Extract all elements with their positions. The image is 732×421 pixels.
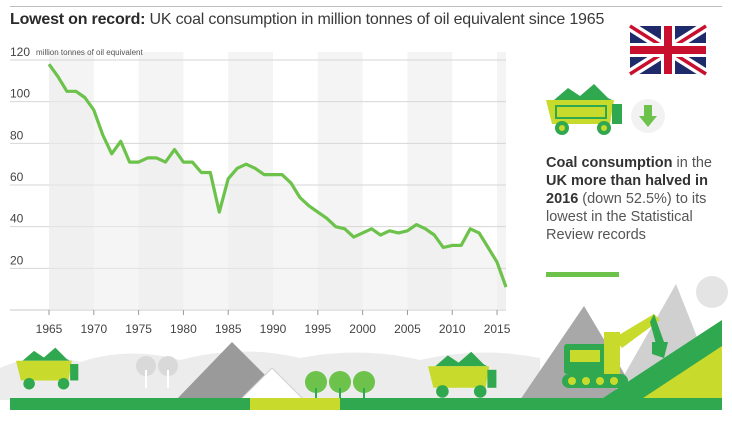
x-tick-label: 1980 [170,322,197,336]
x-tick-label: 2010 [439,322,466,336]
consumption-area [49,64,506,310]
x-tick-label: 1965 [36,322,63,336]
down-arrow-icon [631,99,665,133]
x-tick-label: 1985 [215,322,242,336]
chart-title-bold: Lowest on record: [10,11,146,28]
x-tick-label: 2005 [394,322,421,336]
y-tick-label: 20 [10,253,24,267]
x-tick-label: 1990 [260,322,287,336]
x-axis-ticks: 1965 1970 1975 1980 1985 1990 1995 2000 2005 2010… [36,310,511,336]
callout-underline [546,272,619,277]
chart-title: Lowest on record: UK coal consumption in… [10,11,604,29]
callout-text: Coal consumption in the UK more than hal… [546,154,721,244]
consumption-line [47,63,508,288]
dump-truck-icon [16,347,79,390]
y-axis-unit-label: million tonnes of oil equivalent [36,48,143,57]
dump-truck-icon [428,351,497,398]
callout-part-3: UK more than halved in 2016 [546,173,708,207]
dump-truck-icon [546,84,622,135]
x-tick-label: 2000 [349,322,376,336]
y-tick-label: 120 [10,45,30,59]
callout-part-2: in the [672,155,712,171]
excavator-icon [562,314,668,388]
y-tick-label: 40 [10,212,24,226]
header-rule [10,6,722,7]
data-points [48,64,507,288]
x-tick-label: 1970 [80,322,107,336]
uk-flag-icon [627,21,709,79]
y-tick-label: 100 [10,87,30,101]
x-tick-label: 2015 [484,322,511,336]
year-band [497,52,506,310]
chart-title-rest: UK coal consumption in million tonnes of… [145,11,605,28]
y-tick-label: 80 [10,128,24,142]
callout-part-4: (down 52.5%) to its lowest in the Statis… [546,191,707,243]
y-axis-ticks: 20 40 60 80 100 120 [10,45,30,267]
x-tick-label: 1975 [125,322,152,336]
tree-icon [136,356,375,406]
sun-icon [696,276,728,308]
x-tick-label: 1995 [304,322,331,336]
y-tick-label: 60 [10,170,24,184]
callout-part-1: Coal consumption [546,155,673,171]
